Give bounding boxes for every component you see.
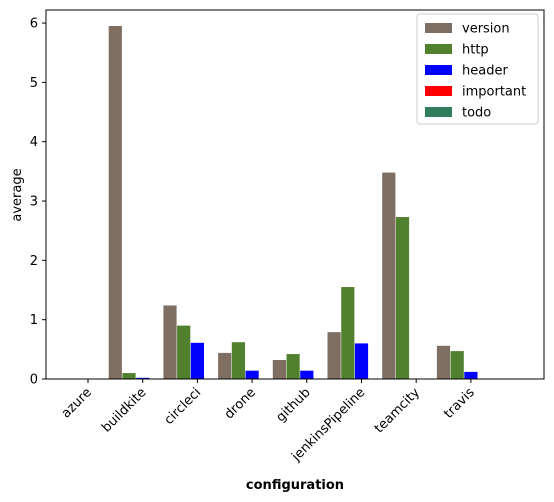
y-tick-label: 1: [30, 313, 38, 328]
y-tick-label: 4: [30, 135, 38, 150]
bar-version-circleci: [163, 305, 177, 379]
y-tick-label: 5: [30, 76, 38, 91]
bar-http-buildkite: [122, 373, 136, 379]
legend-label-todo: todo: [462, 106, 491, 121]
legend-swatch-todo: [425, 107, 452, 117]
bar-version-teamcity: [382, 172, 396, 379]
x-axis-label: configuration: [246, 478, 344, 493]
legend-swatch-important: [425, 86, 452, 96]
bar-version-travis: [436, 345, 451, 379]
x-tick-label: travis: [441, 385, 478, 422]
x-tick-label: circleci: [162, 385, 205, 428]
x-tick-label: teamcity: [372, 385, 423, 436]
y-tick-label: 3: [30, 195, 38, 210]
bar-header-travis: [464, 371, 478, 379]
bar-http-teamcity: [395, 217, 410, 379]
bar-http-circleci: [177, 325, 191, 379]
x-axis-ticks: azure buildkite circleci drone githubjenkins…: [59, 379, 478, 465]
x-tick-label: github: [274, 385, 314, 425]
y-axis-label: average: [10, 168, 25, 221]
y-tick-label: 2: [30, 254, 38, 269]
bar-header-buildkite: [136, 377, 150, 379]
legend-swatch-version: [425, 23, 452, 33]
bar-http-travis: [450, 351, 464, 379]
bar-header-github: [300, 370, 314, 379]
y-tick-label: 0: [30, 373, 38, 388]
bar-http-drone: [231, 342, 245, 379]
y-tick-label: 6: [30, 17, 38, 32]
bar-header-jenkinsPipeline: [354, 343, 369, 379]
legend-box: [416, 13, 539, 125]
x-tick-label: buildkite: [99, 385, 149, 435]
legend-swatch-http: [425, 44, 452, 54]
legend-label-version: version: [462, 22, 510, 37]
x-tick-label: azure: [59, 385, 95, 421]
bar-version-buildkite: [108, 26, 122, 380]
bars-group: [108, 26, 478, 380]
bar-version-jenkinsPipeline: [327, 332, 341, 379]
x-tick-label: drone: [222, 385, 259, 422]
bar-header-circleci: [190, 342, 204, 379]
legend-label-important: important: [462, 85, 526, 100]
legend: version http header important todo: [416, 13, 539, 125]
bar-http-github: [286, 354, 300, 379]
legend-swatch-header: [425, 65, 452, 75]
bar-header-drone: [245, 370, 259, 379]
legend-label-header: header: [462, 64, 508, 79]
plot-frame: [45, 9, 545, 380]
bar-version-github: [272, 360, 286, 379]
bar-http-jenkinsPipeline: [341, 287, 355, 379]
y-axis-ticks: 0 1 2 3 4 5 6: [30, 17, 46, 388]
legend-label-http: http: [462, 43, 489, 58]
bar-version-drone: [218, 352, 232, 379]
